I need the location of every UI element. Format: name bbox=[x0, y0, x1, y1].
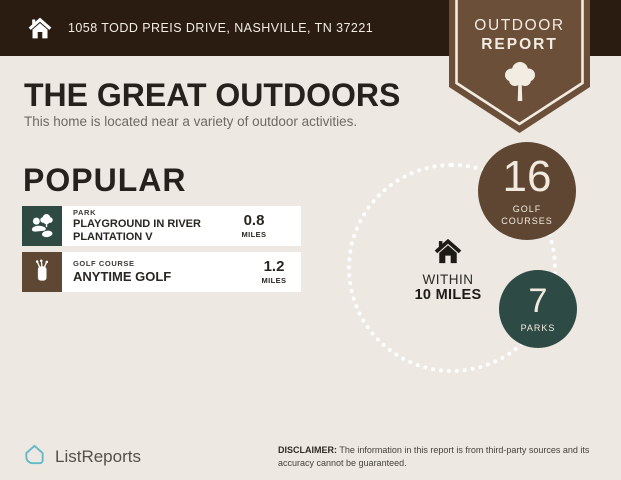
badge-title-line1: OUTDOOR bbox=[474, 17, 565, 34]
poi-name: ANYTIME GOLF bbox=[73, 269, 172, 285]
listreports-logo: ListReports bbox=[22, 442, 141, 472]
stat-value: 16 bbox=[502, 151, 552, 201]
distance-unit: MILES bbox=[261, 276, 287, 285]
popular-heading: POPULAR bbox=[23, 162, 187, 198]
home-icon bbox=[27, 15, 53, 41]
poi-category: PARK bbox=[73, 208, 97, 218]
disclaimer-label: DISCLAIMER: bbox=[278, 445, 337, 455]
poi-card-golf: GOLF COURSE ANYTIME GOLF 1.2 MILES bbox=[22, 252, 301, 292]
outdoor-report-badge: OUTDOOR REPORT bbox=[449, 0, 590, 134]
page-subtitle: This home is located near a variety of o… bbox=[24, 114, 358, 129]
poi-card-park: PARK PLAYGROUND IN RIVER PLANTATION V 0.… bbox=[22, 206, 301, 246]
stat-golf-courses: 16 GOLF COURSES bbox=[478, 142, 576, 240]
distance-value: 0.8 bbox=[243, 212, 265, 229]
poi-info: GOLF COURSE ANYTIME GOLF bbox=[62, 252, 243, 292]
poi-distance: 0.8 MILES bbox=[223, 206, 285, 246]
stat-value: 7 bbox=[528, 281, 548, 320]
radius-dotted-circle bbox=[347, 163, 557, 373]
disclaimer-text: The information in this report is from t… bbox=[278, 445, 590, 468]
golf-bag-icon bbox=[22, 252, 62, 292]
brand-name: ListReports bbox=[55, 447, 141, 466]
poi-category: GOLF COURSE bbox=[73, 259, 135, 269]
distance-value: 1.2 bbox=[263, 258, 285, 275]
distance-unit: MILES bbox=[241, 230, 267, 239]
stat-parks: 7 PARKS bbox=[499, 270, 577, 348]
poi-info: PARK PLAYGROUND IN RIVER PLANTATION V bbox=[62, 206, 223, 246]
property-address: 1058 TODD PREIS DRIVE, NASHVILLE, TN 372… bbox=[68, 21, 374, 35]
ten-miles-label: 10 MILES bbox=[414, 287, 482, 303]
poi-name: PLAYGROUND IN RIVER PLANTATION V bbox=[73, 218, 201, 243]
park-icon bbox=[22, 206, 62, 246]
radius-center-label: WITHIN 10 MILES bbox=[397, 237, 499, 303]
stat-label: GOLF COURSES bbox=[501, 203, 553, 226]
within-label: WITHIN bbox=[422, 272, 474, 287]
tree-icon bbox=[449, 60, 590, 109]
page-title: THE GREAT OUTDOORS bbox=[24, 77, 401, 113]
stat-label: PARKS bbox=[520, 322, 556, 333]
badge-title-line2: REPORT bbox=[481, 36, 558, 53]
poi-distance: 1.2 MILES bbox=[243, 252, 305, 292]
disclaimer: DISCLAIMER: The information in this repo… bbox=[278, 444, 608, 469]
listreports-house-icon bbox=[22, 442, 47, 472]
house-icon bbox=[432, 238, 464, 269]
